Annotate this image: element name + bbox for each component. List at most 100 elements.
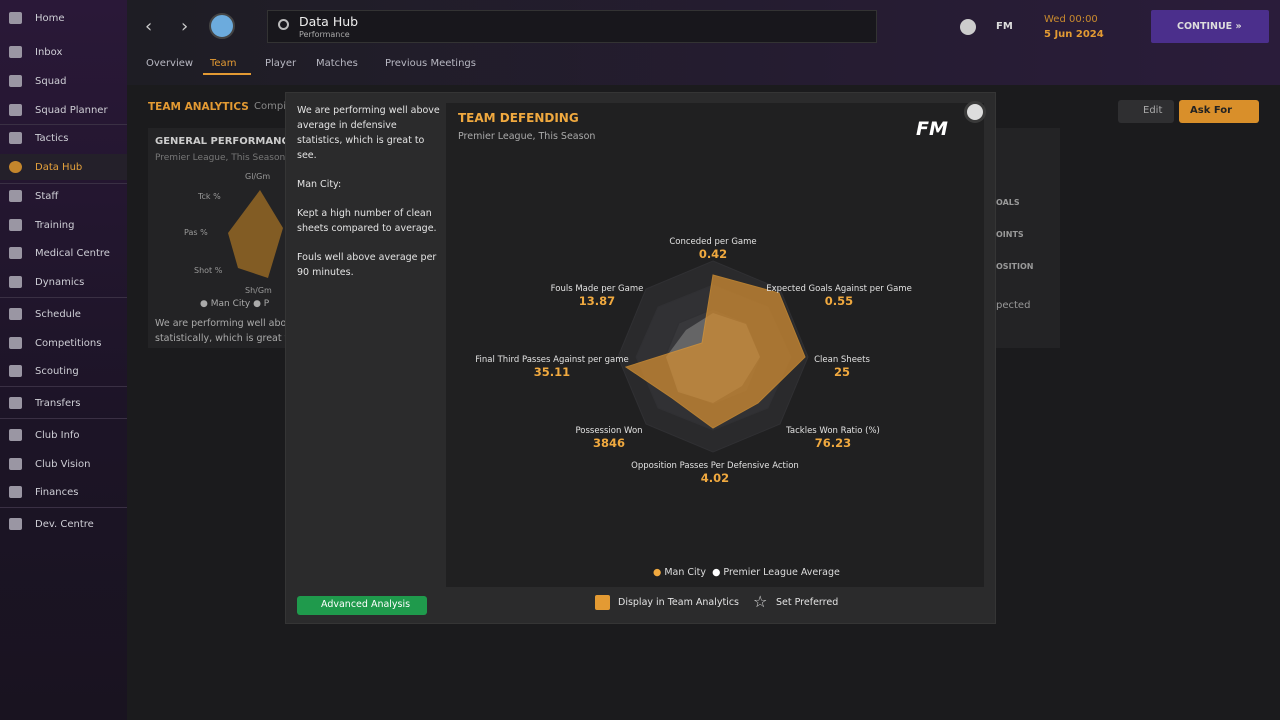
nav-icon [9, 429, 22, 441]
nav-item[interactable]: Medical Centre [0, 240, 127, 266]
paragraph: Fouls well above average per 90 minutes. [297, 252, 437, 278]
stat: OSITION [996, 262, 1034, 271]
date: 5 Jun 2024 [1044, 29, 1104, 40]
club-badge[interactable] [209, 13, 235, 39]
nav-item[interactable]: Home [0, 5, 127, 31]
axis-label: Fouls Made per Game [550, 284, 644, 294]
nav-label: Schedule [35, 308, 81, 320]
axis: Gl/Gm [245, 172, 271, 181]
nav-icon [9, 219, 22, 231]
nav-icon [9, 132, 22, 144]
separator [0, 183, 127, 184]
set-preferred[interactable]: Set Preferred [776, 597, 839, 608]
nav-item[interactable]: Competitions [0, 330, 127, 356]
nav-item[interactable]: Schedule [0, 301, 127, 327]
nav-item[interactable]: Dynamics [0, 269, 127, 295]
line: We are performing well abov [155, 318, 292, 329]
paragraph: Man City: [297, 179, 342, 190]
axis-value: 76.23 [814, 436, 852, 450]
legend-label: Premier League Average [723, 567, 840, 578]
nav-item[interactable]: Scouting [0, 358, 127, 384]
axis-label: Conceded per Game [669, 237, 757, 247]
axis-value: 25 [833, 365, 851, 379]
nav-item[interactable]: Dev. Centre [0, 511, 127, 537]
axis-label: Possession Won [575, 426, 643, 436]
legend: ● Man City ● P [200, 299, 270, 309]
forward[interactable]: › [181, 16, 189, 37]
checkbox[interactable] [595, 595, 610, 610]
fm-logo: FM [916, 118, 948, 140]
card-subtitle: Premier League, This Season [155, 153, 286, 163]
nav-label: Inbox [35, 46, 63, 58]
nav-icon [9, 190, 22, 202]
stat: OINTS [996, 230, 1024, 239]
nav-label: Dynamics [35, 276, 85, 288]
fm-button[interactable]: FM [996, 21, 1013, 32]
help[interactable] [960, 19, 976, 35]
separator [0, 507, 127, 508]
nav-icon [9, 458, 22, 470]
back[interactable]: ‹ [145, 16, 153, 37]
nav-item[interactable]: Training [0, 212, 127, 238]
nav-icon [9, 12, 22, 24]
nav-item[interactable]: Transfers [0, 390, 127, 416]
nav-item[interactable]: Finances [0, 479, 127, 505]
page-title: Data Hub [299, 14, 359, 29]
nav-icon [9, 276, 22, 288]
paragraph: We are performing well above average in … [297, 105, 440, 161]
axis: Shot % [194, 266, 223, 275]
display-label: Display in Team Analytics [618, 597, 739, 608]
axis-label: Expected Goals Against per Game [766, 284, 912, 294]
chart-subtitle: Premier League, This Season [458, 131, 596, 142]
axis-value: 4.02 [700, 471, 730, 485]
stat: pected [996, 300, 1031, 311]
nav-item[interactable]: Staff [0, 183, 127, 209]
section-title: TEAM ANALYTICS [148, 101, 249, 113]
star[interactable]: ☆ [753, 592, 768, 611]
nav-label: Medical Centre [35, 247, 110, 259]
sidebar: Home Inbox Squad Squad Planner Tactics Data H… [0, 0, 127, 720]
nav-icon [9, 397, 22, 409]
nav-icon [9, 486, 22, 498]
nav-item[interactable]: Inbox [0, 39, 127, 65]
nav-icon [9, 247, 22, 259]
ask-for-button[interactable]: Ask For [1179, 100, 1259, 123]
nav-icon [9, 161, 22, 173]
legend: ● Man City ● Premier League Average [653, 567, 840, 578]
nav-label: Club Info [35, 429, 80, 441]
nav-item[interactable]: Club Vision [0, 451, 127, 477]
separator [0, 297, 127, 298]
tab[interactable]: Previous Meetings [385, 58, 476, 69]
nav-item[interactable]: Squad [0, 68, 127, 94]
line: statistically, which is great t [155, 333, 289, 344]
paragraph: Kept a high number of clean sheets compa… [297, 208, 437, 234]
nav-item[interactable]: Tactics [0, 125, 127, 151]
nav-item[interactable]: Squad Planner [0, 97, 127, 123]
radar-axis: Final Third Passes Against per game 35.11 [475, 355, 628, 379]
close-button[interactable] [964, 101, 986, 123]
axis: Sh/Gm [245, 286, 272, 295]
nav-label: Squad Planner [35, 104, 108, 116]
search-box[interactable]: Data Hub Performance [267, 10, 877, 43]
nav-label: Staff [35, 190, 59, 202]
bg-card-right: OALS OINTS OSITION pected [996, 128, 1060, 348]
nav-icon [9, 46, 22, 58]
edit-button[interactable]: Edit [1118, 100, 1174, 123]
nav-label: Transfers [35, 397, 81, 409]
nav-item[interactable]: Club Info [0, 422, 127, 448]
tab[interactable]: Team [210, 58, 237, 69]
nav-label: Data Hub [35, 161, 83, 173]
nav-label: Competitions [35, 337, 102, 349]
advanced-analysis-button[interactable]: Advanced Analysis [297, 596, 427, 615]
radar-axis: Fouls Made per Game 13.87 [551, 284, 644, 308]
card-text: We are performing well abov statistically… [155, 316, 292, 346]
continue-button[interactable]: CONTINUE » [1151, 10, 1269, 43]
radar-axis: Clean Sheets 25 [814, 355, 870, 379]
bg-card: GENERAL PERFORMANC Premier League, This … [148, 128, 292, 348]
tab[interactable]: Player [265, 58, 297, 69]
nav-item[interactable]: Data Hub [0, 154, 127, 180]
tab[interactable]: Overview [146, 58, 194, 69]
nav-label: Dev. Centre [35, 518, 94, 530]
tab[interactable]: Matches [316, 58, 358, 69]
